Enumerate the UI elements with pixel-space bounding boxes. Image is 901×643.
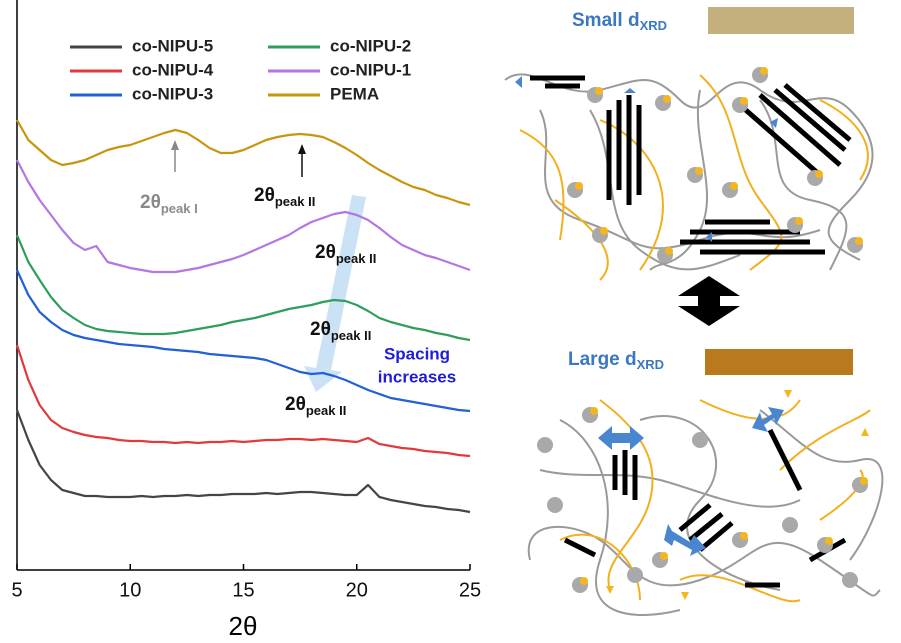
x-tick-label: 5 — [11, 579, 22, 601]
photo-large — [705, 349, 853, 375]
large-d-label: Large dXRD — [568, 349, 664, 372]
annotation: 2θpeak II — [315, 242, 376, 266]
annotation-sub: peak II — [331, 328, 371, 343]
x-tick-label: 25 — [459, 579, 481, 601]
x-tick-label: 15 — [232, 579, 254, 601]
label-main: Small d — [572, 10, 640, 31]
annotation: 2θpeak II — [254, 185, 315, 209]
annotation-sub: peak I — [161, 201, 198, 216]
annotation: 2θpeak II — [285, 394, 346, 418]
annotation-line: Spacing — [384, 344, 450, 363]
annotation-main: 2θ — [310, 319, 331, 340]
x-tick-label: 10 — [119, 579, 141, 601]
annotation-main: 2θ — [315, 242, 336, 263]
schematic-bottom — [527, 390, 884, 616]
legend-label: co-NIPU-1 — [330, 60, 411, 79]
annotation-main: 2θ — [254, 185, 275, 206]
annotation-sub: peak II — [275, 194, 315, 209]
x-tick-label: 20 — [346, 579, 368, 601]
label-sub: XRD — [637, 357, 664, 372]
schematic-top — [504, 67, 874, 281]
annotation: 2θpeak I — [140, 192, 198, 216]
annotation-sub: peak II — [336, 251, 376, 266]
annotation-main: 2θ — [285, 394, 306, 415]
series-line — [15, 234, 471, 342]
x-axis-label: 2θ — [229, 611, 258, 641]
annotation-main: 2θ — [140, 192, 161, 213]
peak-arrows — [171, 140, 306, 177]
legend-label: co-NIPU-5 — [132, 36, 213, 55]
legend-label: co-NIPU-3 — [132, 84, 213, 103]
spacing-arrow — [304, 195, 366, 392]
series-line — [15, 409, 471, 514]
double-arrow — [678, 276, 740, 326]
label-sub: XRD — [640, 18, 667, 33]
series-line — [16, 159, 471, 274]
series-line — [16, 119, 471, 207]
annotation: 2θpeak II — [310, 319, 371, 343]
annotation-line: increases — [378, 367, 456, 386]
series-line — [15, 344, 471, 458]
small-d-label: Small dXRD — [572, 10, 667, 33]
legend-label: co-NIPU-2 — [330, 36, 411, 55]
series-line — [15, 269, 471, 413]
legend-label: co-NIPU-4 — [132, 60, 214, 79]
photo-small — [708, 7, 854, 34]
legend-label: PEMA — [330, 84, 379, 103]
label-main: Large d — [568, 349, 637, 370]
annotation-sub: peak II — [306, 403, 346, 418]
